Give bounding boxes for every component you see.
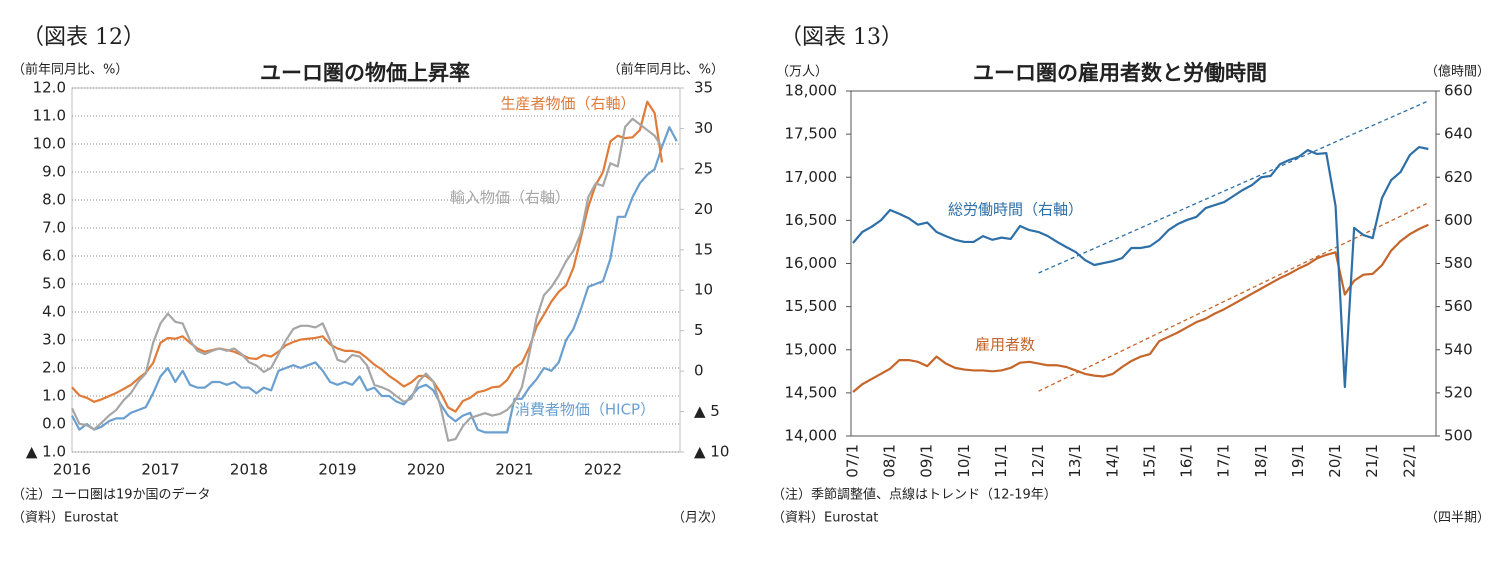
x-tick-label: 07/1 [844, 444, 862, 478]
x-tick-label: 09/1 [918, 444, 936, 478]
x-axis-label: （月次） [672, 510, 724, 526]
y-tick-label: 16,000 [785, 254, 838, 272]
y2-tick-label: 25 [694, 159, 713, 177]
note: （資料）Eurostat [12, 511, 118, 526]
y2-tick-label: 15 [694, 240, 713, 258]
series-label: 消費者物価（HICP） [515, 401, 655, 419]
y-tick-label: 5.0 [42, 275, 66, 293]
y2-tick-label: 30 [694, 119, 713, 137]
note: （注）季節調整値、点線はトレンド（12-19年） [772, 487, 1057, 503]
y-axis-label: （万人） [776, 65, 828, 80]
x-tick-label: 19/1 [1289, 444, 1307, 478]
series-label: 雇用者数 [975, 336, 1035, 354]
x-tick-label: 2017 [141, 461, 179, 479]
series-label: 生産者物価（右軸） [500, 95, 635, 113]
y-tick-label: 8.0 [42, 191, 66, 209]
y-tick-label: 14,500 [785, 383, 838, 401]
x-tick-label: 18/1 [1252, 444, 1270, 478]
y2-tick-label: 520 [1444, 383, 1473, 401]
y-tick-label: 16,500 [785, 211, 838, 229]
series-line [852, 145, 1429, 389]
series-line [852, 223, 1429, 393]
x-tick-label: 11/1 [992, 444, 1010, 478]
trend-line [1038, 100, 1429, 274]
y-tick-label: 0.0 [42, 415, 66, 433]
y2-tick-label: 20 [694, 200, 713, 218]
series-label: 輸入物価（右軸） [450, 189, 570, 207]
plot-frame [71, 87, 681, 453]
y2-tick-label: 660 [1444, 82, 1473, 100]
note: （注）ユーロ圏は19か国のデータ [12, 487, 211, 503]
y2-tick-label: 5 [694, 321, 704, 339]
x-tick-label: 2018 [230, 461, 268, 479]
y-tick-label: 12.0 [33, 79, 66, 97]
figure-label: （図表 12） [22, 25, 145, 50]
x-tick-label: 16/1 [1178, 444, 1196, 478]
x-tick-label: 22/1 [1400, 444, 1418, 478]
y-tick-label: 6.0 [42, 247, 66, 265]
y-tick-label: ▲ 1.0 [26, 443, 66, 461]
y2-axis-label: （億時間） [1425, 64, 1490, 80]
y2-tick-label: 640 [1444, 125, 1473, 143]
y-tick-label: 1.0 [42, 387, 66, 405]
y-tick-label: 15,500 [785, 297, 838, 315]
figure-label: （図表 13） [780, 25, 903, 50]
y2-axis-label: （前年同月比、%） [608, 62, 724, 78]
y-tick-label: 4.0 [42, 303, 66, 321]
y2-tick-label: 580 [1444, 254, 1473, 272]
y-axis-label: （前年同月比、%） [12, 62, 128, 78]
y-tick-label: 11.0 [33, 107, 66, 125]
y-tick-label: 17,000 [785, 168, 838, 186]
y2-tick-label: 620 [1444, 168, 1473, 186]
y2-tick-label: 560 [1444, 297, 1473, 315]
x-tick-label: 12/1 [1029, 444, 1047, 478]
x-tick-label: 2022 [584, 461, 622, 479]
plot-frame [850, 90, 1437, 437]
y-tick-label: 10.0 [33, 135, 66, 153]
y2-tick-label: 35 [694, 79, 713, 97]
y2-tick-label: 0 [694, 362, 704, 380]
y-tick-label: 2.0 [42, 359, 66, 377]
y2-tick-label: 500 [1444, 427, 1473, 445]
series-line [71, 126, 678, 434]
y2-tick-label: 540 [1444, 340, 1473, 358]
series-line [71, 100, 664, 413]
trend-line [1038, 202, 1429, 392]
series-line [71, 117, 663, 442]
x-tick-label: 2019 [318, 461, 356, 479]
x-tick-label: 08/1 [881, 444, 899, 478]
x-tick-label: 13/1 [1066, 444, 1084, 478]
y2-tick-label: 10 [694, 281, 713, 299]
y-tick-label: 7.0 [42, 219, 66, 237]
y-tick-label: 15,000 [785, 340, 838, 358]
x-tick-label: 17/1 [1215, 444, 1233, 478]
x-tick-label: 14/1 [1103, 444, 1121, 478]
y2-tick-label: ▲ 5 [694, 402, 720, 420]
x-tick-label: 2021 [495, 461, 533, 479]
x-tick-label: 21/1 [1363, 444, 1381, 478]
y2-tick-label: 600 [1444, 211, 1473, 229]
x-tick-label: 15/1 [1140, 444, 1158, 478]
x-tick-label: 2016 [53, 461, 91, 479]
x-tick-label: 2020 [407, 461, 445, 479]
x-tick-label: 10/1 [955, 444, 973, 478]
y-tick-label: 9.0 [42, 163, 66, 181]
chart-title: ユーロ圏の雇用者数と労働時間 [973, 61, 1267, 85]
y-tick-label: 3.0 [42, 331, 66, 349]
x-axis-label: （四半期） [1425, 511, 1490, 526]
y-tick-label: 14,000 [785, 427, 838, 445]
x-tick-label: 20/1 [1326, 444, 1344, 478]
y-tick-label: 17,500 [785, 125, 838, 143]
y-tick-label: 18,000 [785, 82, 838, 100]
series-label: 総労働時間（右軸） [948, 201, 1083, 219]
y2-tick-label: ▲ 10 [694, 443, 729, 461]
chart-title: ユーロ圏の物価上昇率 [260, 61, 470, 85]
note: （資料）Eurostat [772, 511, 878, 526]
